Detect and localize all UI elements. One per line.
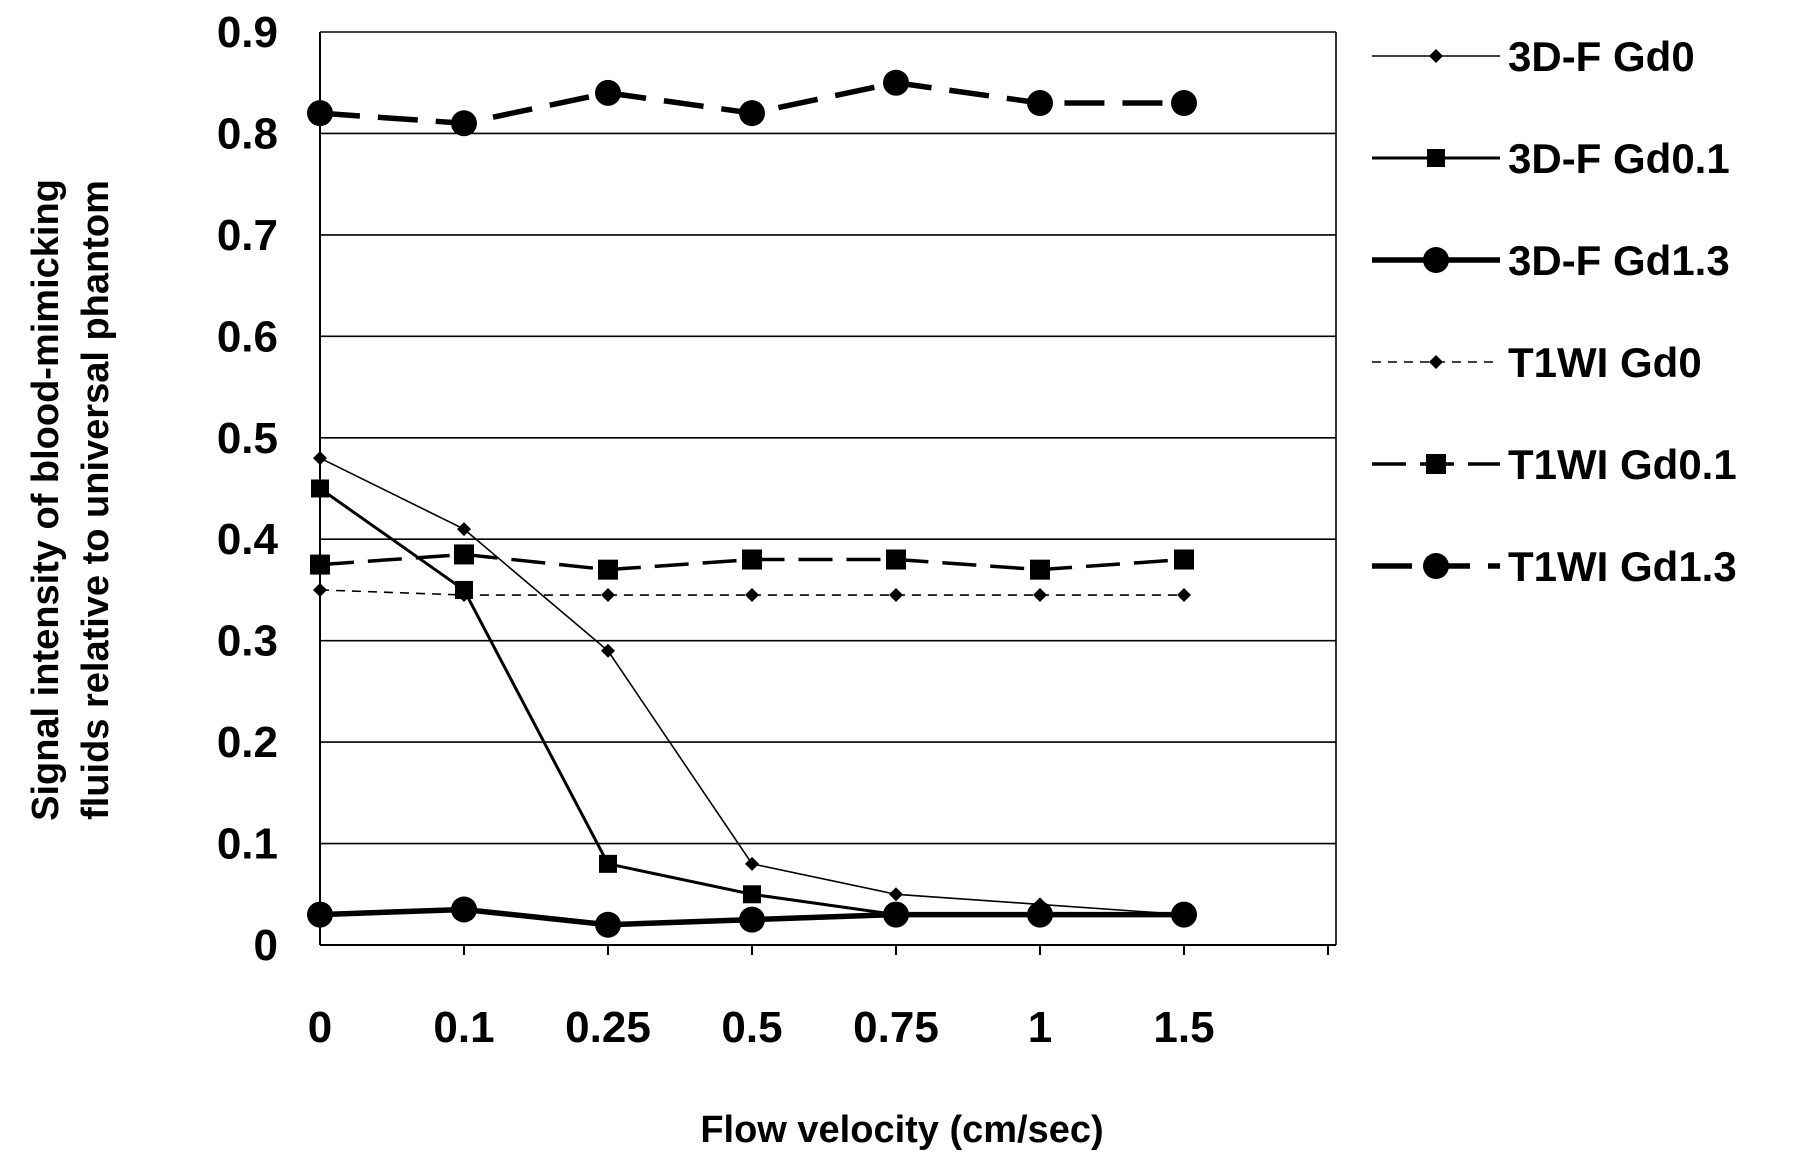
y-tick-label: 0.6 [217,312,278,361]
data-point [307,100,333,127]
legend-marker [1429,355,1443,369]
x-tick-label: 0 [308,1003,332,1052]
y-tick-label: 0.8 [217,109,278,158]
data-point [599,854,617,873]
y-axis-label-line-1: Signal intensity of blood-mimicking [25,179,67,821]
y-tick-label: 0.4 [217,515,279,564]
series-3 [313,582,1191,603]
data-point [739,100,765,127]
data-point [601,643,615,658]
x-axis-label: Flow velocity (cm/sec) [700,1109,1103,1151]
data-point [457,588,471,603]
y-tick-label: 0.7 [217,211,278,260]
legend-item: 3D-F Gd0 [1372,33,1695,80]
data-point [311,479,329,498]
data-point [883,69,909,96]
legend-label: T1WI Gd0 [1508,339,1702,386]
data-point [739,906,765,933]
data-point [1027,901,1053,928]
data-point [451,896,477,923]
legend-label: 3D-F Gd0.1 [1508,135,1730,182]
legend-item: T1WI Gd0.1 [1372,441,1737,488]
legend: 3D-F Gd0 3D-F Gd0.1 3D-F Gd1.3 T1WI Gd0 T1WI… [1372,33,1737,590]
data-point [451,110,477,137]
x-axis-ticks: 0 0.1 0.25 0.5 0.75 1 1.5 [308,945,1329,1052]
data-point [886,549,906,570]
plot-frame [319,32,1337,946]
data-point [1171,901,1197,928]
data-point [1027,90,1053,117]
x-tick-label: 0.25 [565,1003,651,1052]
y-axis-label-line-2: fluids relative to universal phantom [75,180,117,820]
data-point [310,554,330,575]
legend-marker [1426,454,1446,474]
gridlines [320,31,1336,845]
series-2 [307,896,1197,938]
data-point [1033,588,1047,603]
series-line [319,457,1185,916]
y-tick-label: 0.3 [217,617,278,666]
data-point [595,911,621,938]
data-point [1177,588,1191,603]
legend-marker [1423,247,1449,273]
data-point [307,901,333,928]
legend-item: T1WI Gd1.3 [1372,543,1737,590]
data-point [889,588,903,603]
data-point [1174,549,1194,570]
legend-item: T1WI Gd0 [1372,339,1702,386]
data-point [883,901,909,928]
legend-item: 3D-F Gd1.3 [1372,237,1730,284]
legend-label: T1WI Gd1.3 [1508,543,1737,590]
data-point [595,79,621,106]
x-tick-label: 0.1 [433,1003,494,1052]
x-tick-label: 1.5 [1153,1003,1214,1052]
series-5 [307,69,1197,137]
data-point [454,544,474,565]
legend-label: 3D-F Gd1.3 [1508,237,1730,284]
data-point [1171,90,1197,117]
y-tick-label: 0.2 [217,718,278,767]
y-tick-label: 0.5 [217,414,278,463]
data-point [457,522,471,537]
data-point [889,887,903,902]
legend-marker [1429,49,1443,63]
y-tick-label: 0.9 [217,8,278,57]
legend-item: 3D-F Gd0.1 [1372,135,1730,182]
y-axis-label: Signal intensity of blood-mimicking flui… [25,179,117,821]
x-tick-label: 1 [1028,1003,1052,1052]
y-tick-label: 0.1 [217,820,278,869]
data-point [745,588,759,603]
series-0 [313,451,1191,922]
y-axis-ticks: 0 0.1 0.2 0.3 0.4 0.5 0.6 0.7 0.8 0.9 [217,8,279,970]
data-point [742,549,762,570]
series-4 [310,544,1194,580]
x-tick-label: 0.75 [853,1003,939,1052]
legend-marker [1423,553,1449,579]
data-point [313,451,327,466]
data-point [745,856,759,871]
data-point [743,885,761,904]
series-group [307,69,1197,938]
y-tick-label: 0 [254,921,278,970]
legend-label: 3D-F Gd0 [1508,33,1695,80]
legend-label: T1WI Gd0.1 [1508,441,1737,488]
data-point [598,559,618,580]
data-point [1030,559,1050,580]
data-point [601,588,615,603]
x-tick-label: 0.5 [721,1003,782,1052]
data-point [313,582,327,597]
legend-marker [1427,149,1445,167]
